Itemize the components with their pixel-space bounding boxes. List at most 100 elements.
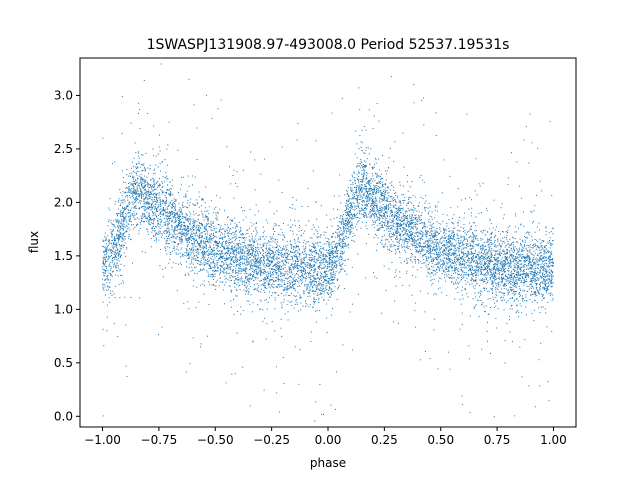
data-point [388, 187, 389, 189]
data-point [276, 286, 278, 287]
data-point [331, 250, 333, 251]
data-point [521, 257, 523, 259]
data-point [415, 276, 417, 278]
data-point [108, 288, 110, 290]
data-point [460, 266, 462, 268]
data-point [443, 270, 445, 272]
data-point [167, 228, 169, 229]
data-point [370, 203, 372, 204]
data-point [209, 226, 211, 228]
data-point [116, 270, 118, 272]
data-point [341, 259, 342, 260]
data-point [299, 241, 301, 243]
data-point [538, 359, 540, 361]
data-point [444, 249, 445, 251]
data-point [396, 223, 398, 225]
data-point [189, 222, 191, 224]
data-point [305, 300, 307, 302]
data-point [135, 194, 137, 195]
data-point [200, 205, 202, 207]
data-point [540, 243, 542, 245]
data-point [266, 299, 267, 301]
data-point [290, 271, 292, 273]
data-point [315, 259, 317, 260]
data-point [155, 213, 157, 215]
data-point [336, 252, 338, 254]
data-point [475, 216, 477, 218]
data-point [475, 304, 477, 306]
data-point [155, 201, 157, 203]
data-point [394, 204, 396, 206]
data-point [289, 283, 291, 285]
data-point [365, 213, 367, 215]
data-point [371, 224, 373, 226]
data-point [508, 282, 510, 283]
data-point [281, 249, 283, 251]
data-point [213, 250, 215, 252]
data-point [121, 96, 123, 98]
data-point [112, 258, 114, 260]
data-point [104, 263, 106, 265]
data-point [484, 274, 486, 276]
data-point [226, 271, 228, 273]
data-point [155, 233, 157, 235]
data-point [476, 265, 478, 267]
data-point [345, 219, 346, 221]
data-point [346, 224, 348, 226]
data-point [273, 228, 274, 230]
data-point [315, 298, 317, 300]
data-point [313, 303, 315, 305]
data-point [546, 276, 548, 278]
data-point [541, 276, 542, 278]
data-point [500, 297, 502, 299]
data-point [457, 270, 459, 272]
data-point [384, 214, 386, 216]
data-point [262, 235, 264, 237]
data-point [496, 260, 498, 262]
data-point [351, 217, 353, 219]
data-point [217, 270, 218, 272]
data-point [206, 237, 208, 239]
data-point [381, 177, 383, 179]
data-point [358, 212, 360, 214]
data-point [501, 270, 503, 272]
data-point [257, 257, 259, 259]
data-point [391, 210, 393, 212]
data-point [312, 264, 314, 266]
data-point [245, 290, 247, 292]
data-point [472, 275, 474, 277]
data-point [138, 102, 140, 104]
data-point [360, 186, 362, 188]
data-point [475, 279, 477, 281]
data-point [403, 166, 405, 168]
data-point [405, 231, 407, 232]
data-point [458, 253, 460, 255]
data-point [482, 238, 484, 240]
data-point [143, 200, 145, 202]
data-point [134, 214, 136, 216]
data-point [275, 247, 277, 249]
data-point [259, 238, 261, 240]
data-point [221, 270, 223, 272]
data-point [403, 202, 405, 204]
data-point [442, 263, 444, 265]
data-point [144, 175, 145, 177]
data-point [507, 273, 509, 275]
data-point [285, 294, 287, 296]
data-point [209, 284, 211, 286]
data-point [355, 208, 357, 210]
data-point [252, 275, 254, 277]
data-point [105, 279, 106, 280]
data-point [179, 220, 180, 222]
data-point [225, 231, 226, 233]
data-point [527, 255, 529, 256]
data-point [263, 263, 265, 264]
data-point [246, 253, 248, 255]
data-point [168, 237, 170, 239]
data-point [334, 260, 336, 262]
data-point [398, 242, 400, 244]
data-point [422, 254, 424, 256]
data-point [316, 278, 318, 280]
data-point [376, 203, 378, 205]
data-point [292, 233, 294, 235]
